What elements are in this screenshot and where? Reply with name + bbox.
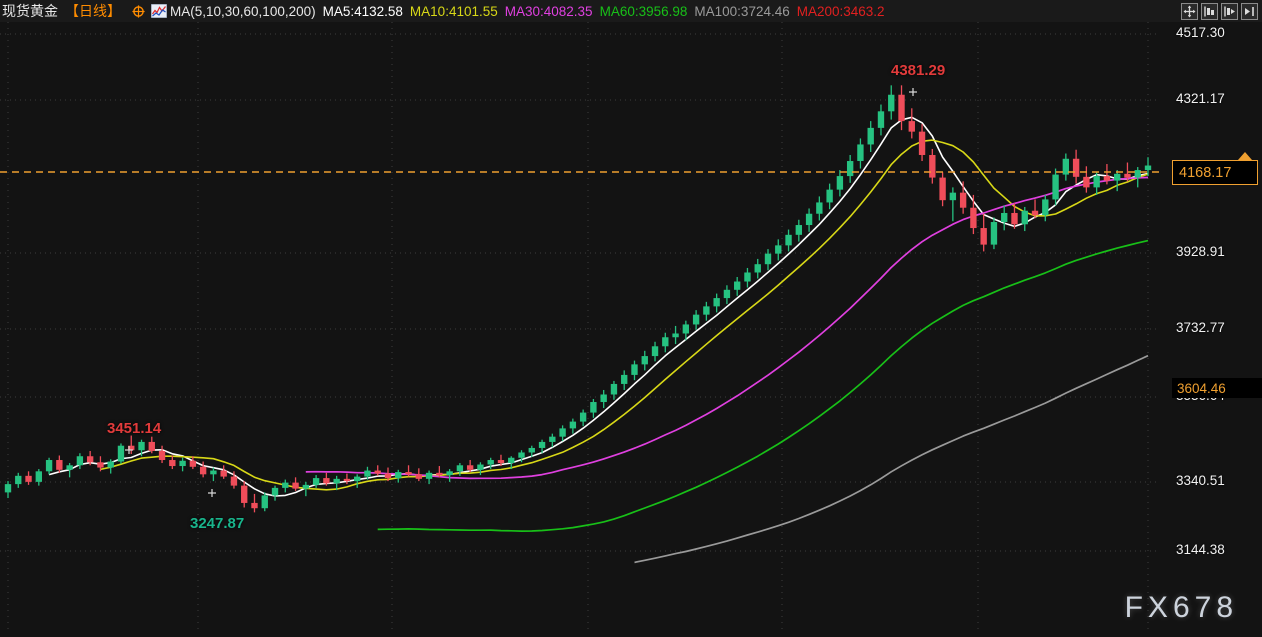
axis-label-4517.30: 4517.30 bbox=[1176, 25, 1225, 40]
chart-toolbar bbox=[1181, 3, 1258, 20]
candlestick-svg bbox=[0, 22, 1160, 629]
axis-marker-tag[interactable]: 3604.46 bbox=[1172, 378, 1262, 398]
ma-line-ma10 bbox=[100, 139, 1149, 491]
axis-label-3732.77: 3732.77 bbox=[1176, 320, 1225, 335]
prior-high-label-marker bbox=[125, 446, 133, 454]
ma-line-ma30 bbox=[305, 176, 1149, 480]
ma100-value: MA100:3724.46 bbox=[694, 3, 790, 19]
price-chart-plot[interactable] bbox=[0, 22, 1160, 629]
axis-label-3144.38: 3144.38 bbox=[1176, 542, 1225, 557]
price-axis[interactable]: 4517.304321.173928.913732.773536.643340.… bbox=[1160, 22, 1262, 629]
current-price-arrow-icon bbox=[1238, 152, 1252, 160]
symbol-name: 现货黄金 bbox=[2, 3, 58, 19]
crosshair-move-tool-button[interactable] bbox=[1181, 3, 1198, 20]
ma-line-ma60 bbox=[377, 239, 1149, 532]
ma60-value: MA60:3956.98 bbox=[599, 3, 688, 19]
align-left-tool-button[interactable] bbox=[1201, 3, 1218, 20]
axis-label-3928.91: 3928.91 bbox=[1176, 244, 1225, 259]
current-price-tag[interactable]: 4168.17 bbox=[1172, 160, 1258, 185]
ma-params-label: MA(5,10,30,60,100,200) bbox=[170, 3, 316, 19]
axis-label-4321.17: 4321.17 bbox=[1176, 91, 1225, 106]
watermark: FX678 bbox=[1124, 591, 1238, 624]
period-label: 【日线】 bbox=[65, 3, 121, 19]
ma10-value: MA10:4101.55 bbox=[409, 3, 498, 19]
crosshair-target-icon[interactable] bbox=[132, 4, 145, 18]
align-right-tool-button[interactable] bbox=[1221, 3, 1238, 20]
swing-low-label-marker bbox=[208, 489, 216, 497]
jump-latest-tool-button[interactable] bbox=[1241, 3, 1258, 20]
moving-average-lines bbox=[48, 116, 1149, 564]
ma200-value: MA200:3463.2 bbox=[796, 3, 885, 19]
grid-lines bbox=[0, 22, 1160, 629]
ma30-value: MA30:4082.35 bbox=[504, 3, 593, 19]
ma-line-ma5 bbox=[48, 116, 1149, 497]
axis-label-3340.51: 3340.51 bbox=[1176, 473, 1225, 488]
chart-header: 现货黄金 【日线】 MA(5,10,30,60,100,200) MA5:413… bbox=[0, 0, 1262, 22]
swing-low-label: 3247.87 bbox=[190, 515, 245, 532]
swing-high-label-marker bbox=[909, 88, 917, 96]
mini-chart-icon[interactable] bbox=[151, 4, 167, 18]
swing-high-label: 4381.29 bbox=[891, 62, 946, 79]
prior-high-label: 3451.14 bbox=[107, 420, 162, 437]
candles bbox=[4, 85, 1152, 513]
ma-line-ma100 bbox=[634, 354, 1149, 564]
ma5-value: MA5:4132.58 bbox=[322, 3, 403, 19]
